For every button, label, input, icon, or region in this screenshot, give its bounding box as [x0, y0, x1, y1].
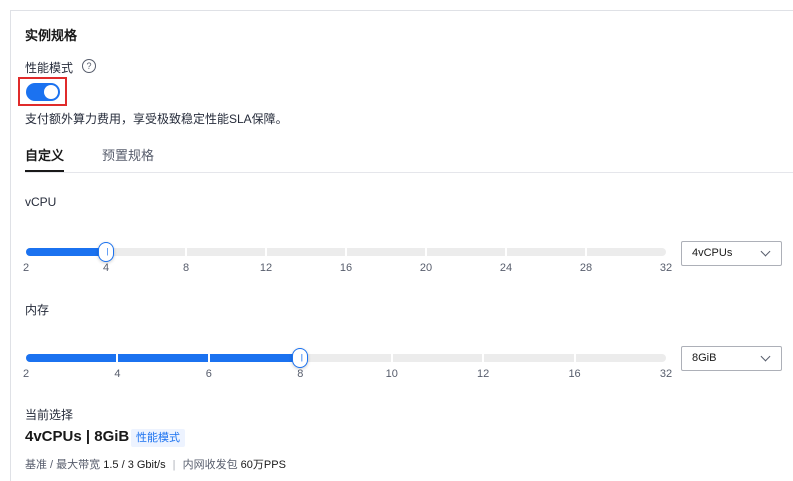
current-selection-label: 当前选择 [25, 408, 74, 422]
current-spec: 4vCPUs | 8GiB [25, 428, 130, 445]
tick-label: 8 [182, 262, 190, 274]
tick-label: 6 [205, 368, 212, 380]
tab-preset[interactable]: 预置规格 [102, 148, 155, 163]
slider-segment-gap [505, 248, 507, 256]
tick-label: 8 [297, 368, 304, 380]
slider-segment-gap [105, 248, 107, 256]
performance-mode-badge: 性能模式 [131, 429, 185, 447]
tick-label: 24 [499, 262, 513, 274]
toggle-knob [44, 85, 58, 99]
slider-segment-gap [345, 248, 347, 256]
slider-segment-gap [425, 248, 427, 256]
tick-label: 16 [568, 368, 581, 380]
tick-label: 2 [22, 368, 30, 380]
tick-label: 32 [659, 262, 673, 274]
slider-segment-gap [299, 354, 302, 362]
slider-segment-gap [207, 354, 210, 362]
vcpu-select[interactable]: 4vCPUs [681, 241, 782, 266]
performance-mode-toggle[interactable] [26, 83, 60, 101]
tick-label: 4 [114, 368, 121, 380]
vcpu-slider-track[interactable]: ||| [26, 242, 666, 262]
slider-segment-gap [116, 354, 119, 362]
toggle-highlight-frame [18, 77, 67, 106]
section-title: 实例规格 [25, 28, 78, 43]
tick-label: 16 [339, 262, 353, 274]
vcpu-select-value: 4vCPUs [692, 247, 733, 259]
bandwidth-info: 基准 / 最大带宽 1.5 / 3 Gbit/s | 内网收发包 60万PPS [25, 456, 286, 472]
tick-label: 28 [579, 262, 593, 274]
question-circle-icon[interactable]: ? [82, 59, 96, 73]
tick-label: 32 [659, 368, 673, 380]
memory-slider-track[interactable]: ||| [26, 348, 666, 368]
memory-slider-fill [26, 354, 301, 362]
chevron-down-icon [760, 351, 771, 362]
tick-label: 12 [259, 262, 273, 274]
pps-label: 内网收发包 [182, 459, 238, 471]
active-tab-indicator [25, 170, 64, 172]
slider-segment-gap [265, 248, 267, 256]
tick-label: 4 [102, 262, 110, 274]
slider-segment-gap [585, 248, 587, 256]
slider-segment-gap [482, 354, 485, 362]
slider-segment-gap [390, 354, 393, 362]
tick-label: 10 [385, 368, 398, 380]
chevron-down-icon [760, 246, 771, 257]
memory-select[interactable]: 8GiB [681, 346, 782, 371]
slider-segment-gap [573, 354, 576, 362]
tick-label: 20 [419, 262, 433, 274]
vcpu-label: vCPU [25, 195, 57, 209]
pps-value: 60万PPS [240, 459, 286, 471]
performance-mode-description: 支付额外算力费用，享受极致稳定性能SLA保障。 [25, 112, 288, 126]
tick-label: 2 [22, 262, 30, 274]
instance-spec-panel: 实例规格 性能模式 ? 支付额外算力费用，享受极致稳定性能SLA保障。 自定义 … [10, 10, 793, 481]
tick-label: 12 [477, 368, 490, 380]
slider-segment-gap [185, 248, 187, 256]
tab-custom[interactable]: 自定义 [25, 148, 65, 163]
memory-label: 内存 [25, 303, 50, 317]
memory-select-value: 8GiB [692, 352, 717, 364]
bandwidth-label: 基准 / 最大带宽 [25, 459, 101, 471]
bandwidth-value: 1.5 / 3 Gbit/s [103, 459, 166, 471]
divider: | [172, 459, 176, 471]
spec-tabs: 自定义 预置规格 [25, 145, 793, 173]
vcpu-slider-fill [26, 248, 106, 256]
performance-mode-label: 性能模式 [25, 61, 74, 75]
